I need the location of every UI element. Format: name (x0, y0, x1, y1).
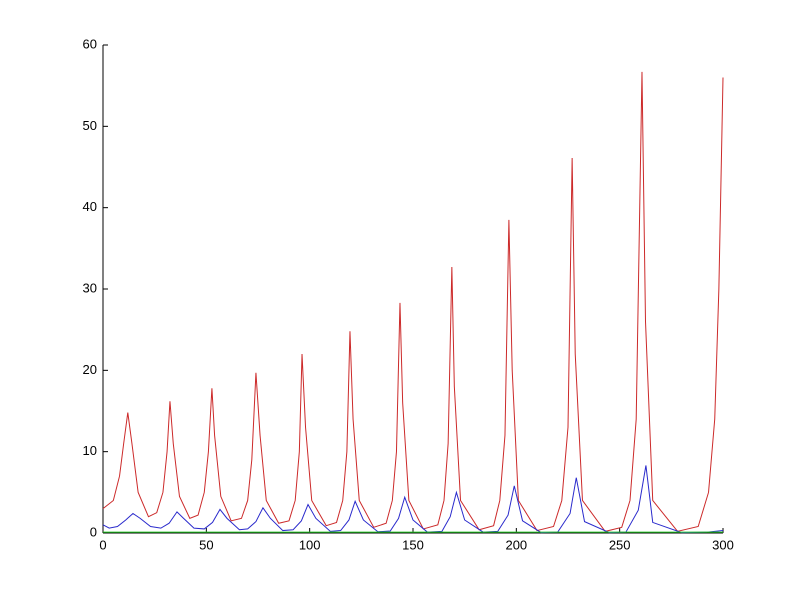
x-tick-label: 100 (299, 537, 321, 552)
y-tick-label: 30 (83, 280, 97, 295)
y-tick-label: 0 (90, 524, 97, 539)
y-tick-label: 50 (83, 118, 97, 133)
x-tick-label: 300 (712, 537, 734, 552)
x-tick-label: 150 (402, 537, 424, 552)
series-line (102, 71, 724, 532)
y-tick-label: 10 (83, 443, 97, 458)
y-tick-label: 40 (83, 199, 97, 214)
y-tick-label: 20 (83, 362, 97, 377)
y-tick-label: 60 (83, 36, 97, 51)
series-line (102, 465, 724, 534)
x-tick-label: 50 (199, 537, 213, 552)
x-tick-label: 200 (505, 537, 527, 552)
x-tick-label: 250 (609, 537, 631, 552)
x-tick-label: 0 (99, 537, 106, 552)
